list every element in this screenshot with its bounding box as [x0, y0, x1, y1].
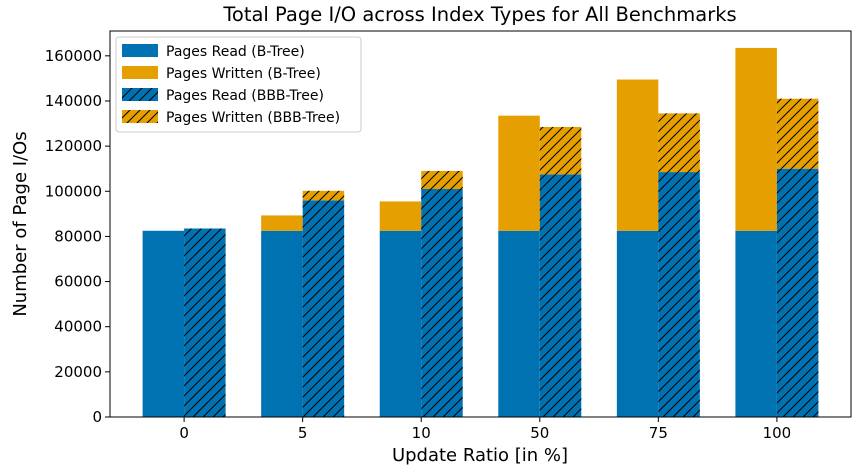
bar-bbb-tree-written-5-hatch	[302, 190, 345, 201]
bar-b-tree-written-100	[735, 47, 777, 231]
y-tick-label: 100000	[45, 182, 102, 200]
legend-frame	[115, 36, 362, 133]
y-tick-label: 0	[92, 408, 102, 426]
x-tick-label: 5	[298, 424, 308, 442]
x-tick-label: 50	[530, 424, 549, 442]
bar-b-tree-written-10	[379, 201, 422, 231]
bar-bbb-tree-read-5-hatch	[302, 200, 345, 417]
legend-label: Pages Read (B-Tree)	[166, 44, 305, 60]
bar-bbb-tree-written-10-hatch	[421, 170, 463, 190]
bar-bbb-tree-read-0-hatch	[184, 228, 226, 417]
bar-bbb-tree-read-10-hatch	[421, 189, 463, 417]
y-tick-label: 120000	[45, 137, 102, 155]
legend-label: Pages Written (BBB-Tree)	[166, 110, 340, 126]
bar-b-tree-written-50	[498, 115, 540, 231]
bar-b-tree-written-5	[261, 215, 303, 231]
legend-swatch	[122, 66, 158, 79]
x-tick-label: 100	[763, 424, 792, 442]
x-axis-label: Update Ratio [in %]	[392, 445, 568, 466]
y-tick-label: 160000	[45, 47, 102, 65]
legend-swatch	[122, 44, 158, 57]
chart-title: Total Page I/O across Index Types for Al…	[222, 3, 736, 26]
y-tick-label: 140000	[45, 92, 102, 110]
bar-bbb-tree-written-50-hatch	[539, 126, 582, 175]
legend: Pages Read (B-Tree) Pages Written (B-Tree…	[115, 36, 362, 133]
y-tick-label: 40000	[54, 318, 102, 336]
y-tick-label: 20000	[54, 363, 102, 381]
bar-b-tree-read-75	[616, 230, 659, 417]
bar-bbb-tree-written-75-hatch	[658, 113, 700, 173]
y-axis-label: Number of Page I/Os	[10, 131, 31, 316]
bar-bbb-tree-written-100-hatch	[776, 98, 819, 169]
legend-swatch-hatch	[122, 88, 158, 101]
x-tick-label: 0	[179, 424, 189, 442]
x-tick-label: 10	[412, 424, 431, 442]
y-tick-label: 80000	[54, 227, 102, 245]
bar-b-tree-read-10	[379, 230, 422, 417]
bar-bbb-tree-read-100-hatch	[776, 168, 819, 417]
axes-layer: 0 20000 40000 60000 80000 100000 120000 140000 1…	[45, 30, 852, 442]
bar-b-tree-read-100	[735, 230, 777, 417]
x-tick-label: 75	[649, 424, 668, 442]
bar-b-tree-written-75	[616, 79, 659, 231]
legend-swatch-hatch	[122, 110, 158, 123]
bar-bbb-tree-read-50-hatch	[539, 174, 582, 417]
bar-bbb-tree-read-75-hatch	[658, 172, 700, 417]
bar-b-tree-read-0	[142, 230, 185, 417]
legend-label: Pages Read (BBB-Tree)	[166, 88, 324, 104]
bar-b-tree-read-50	[498, 230, 540, 417]
legend-label: Pages Written (B-Tree)	[166, 66, 321, 82]
bar-b-tree-read-5	[261, 230, 303, 417]
bars-layer	[142, 47, 819, 417]
plot-frame	[109, 30, 852, 418]
y-tick-label: 60000	[54, 273, 102, 291]
